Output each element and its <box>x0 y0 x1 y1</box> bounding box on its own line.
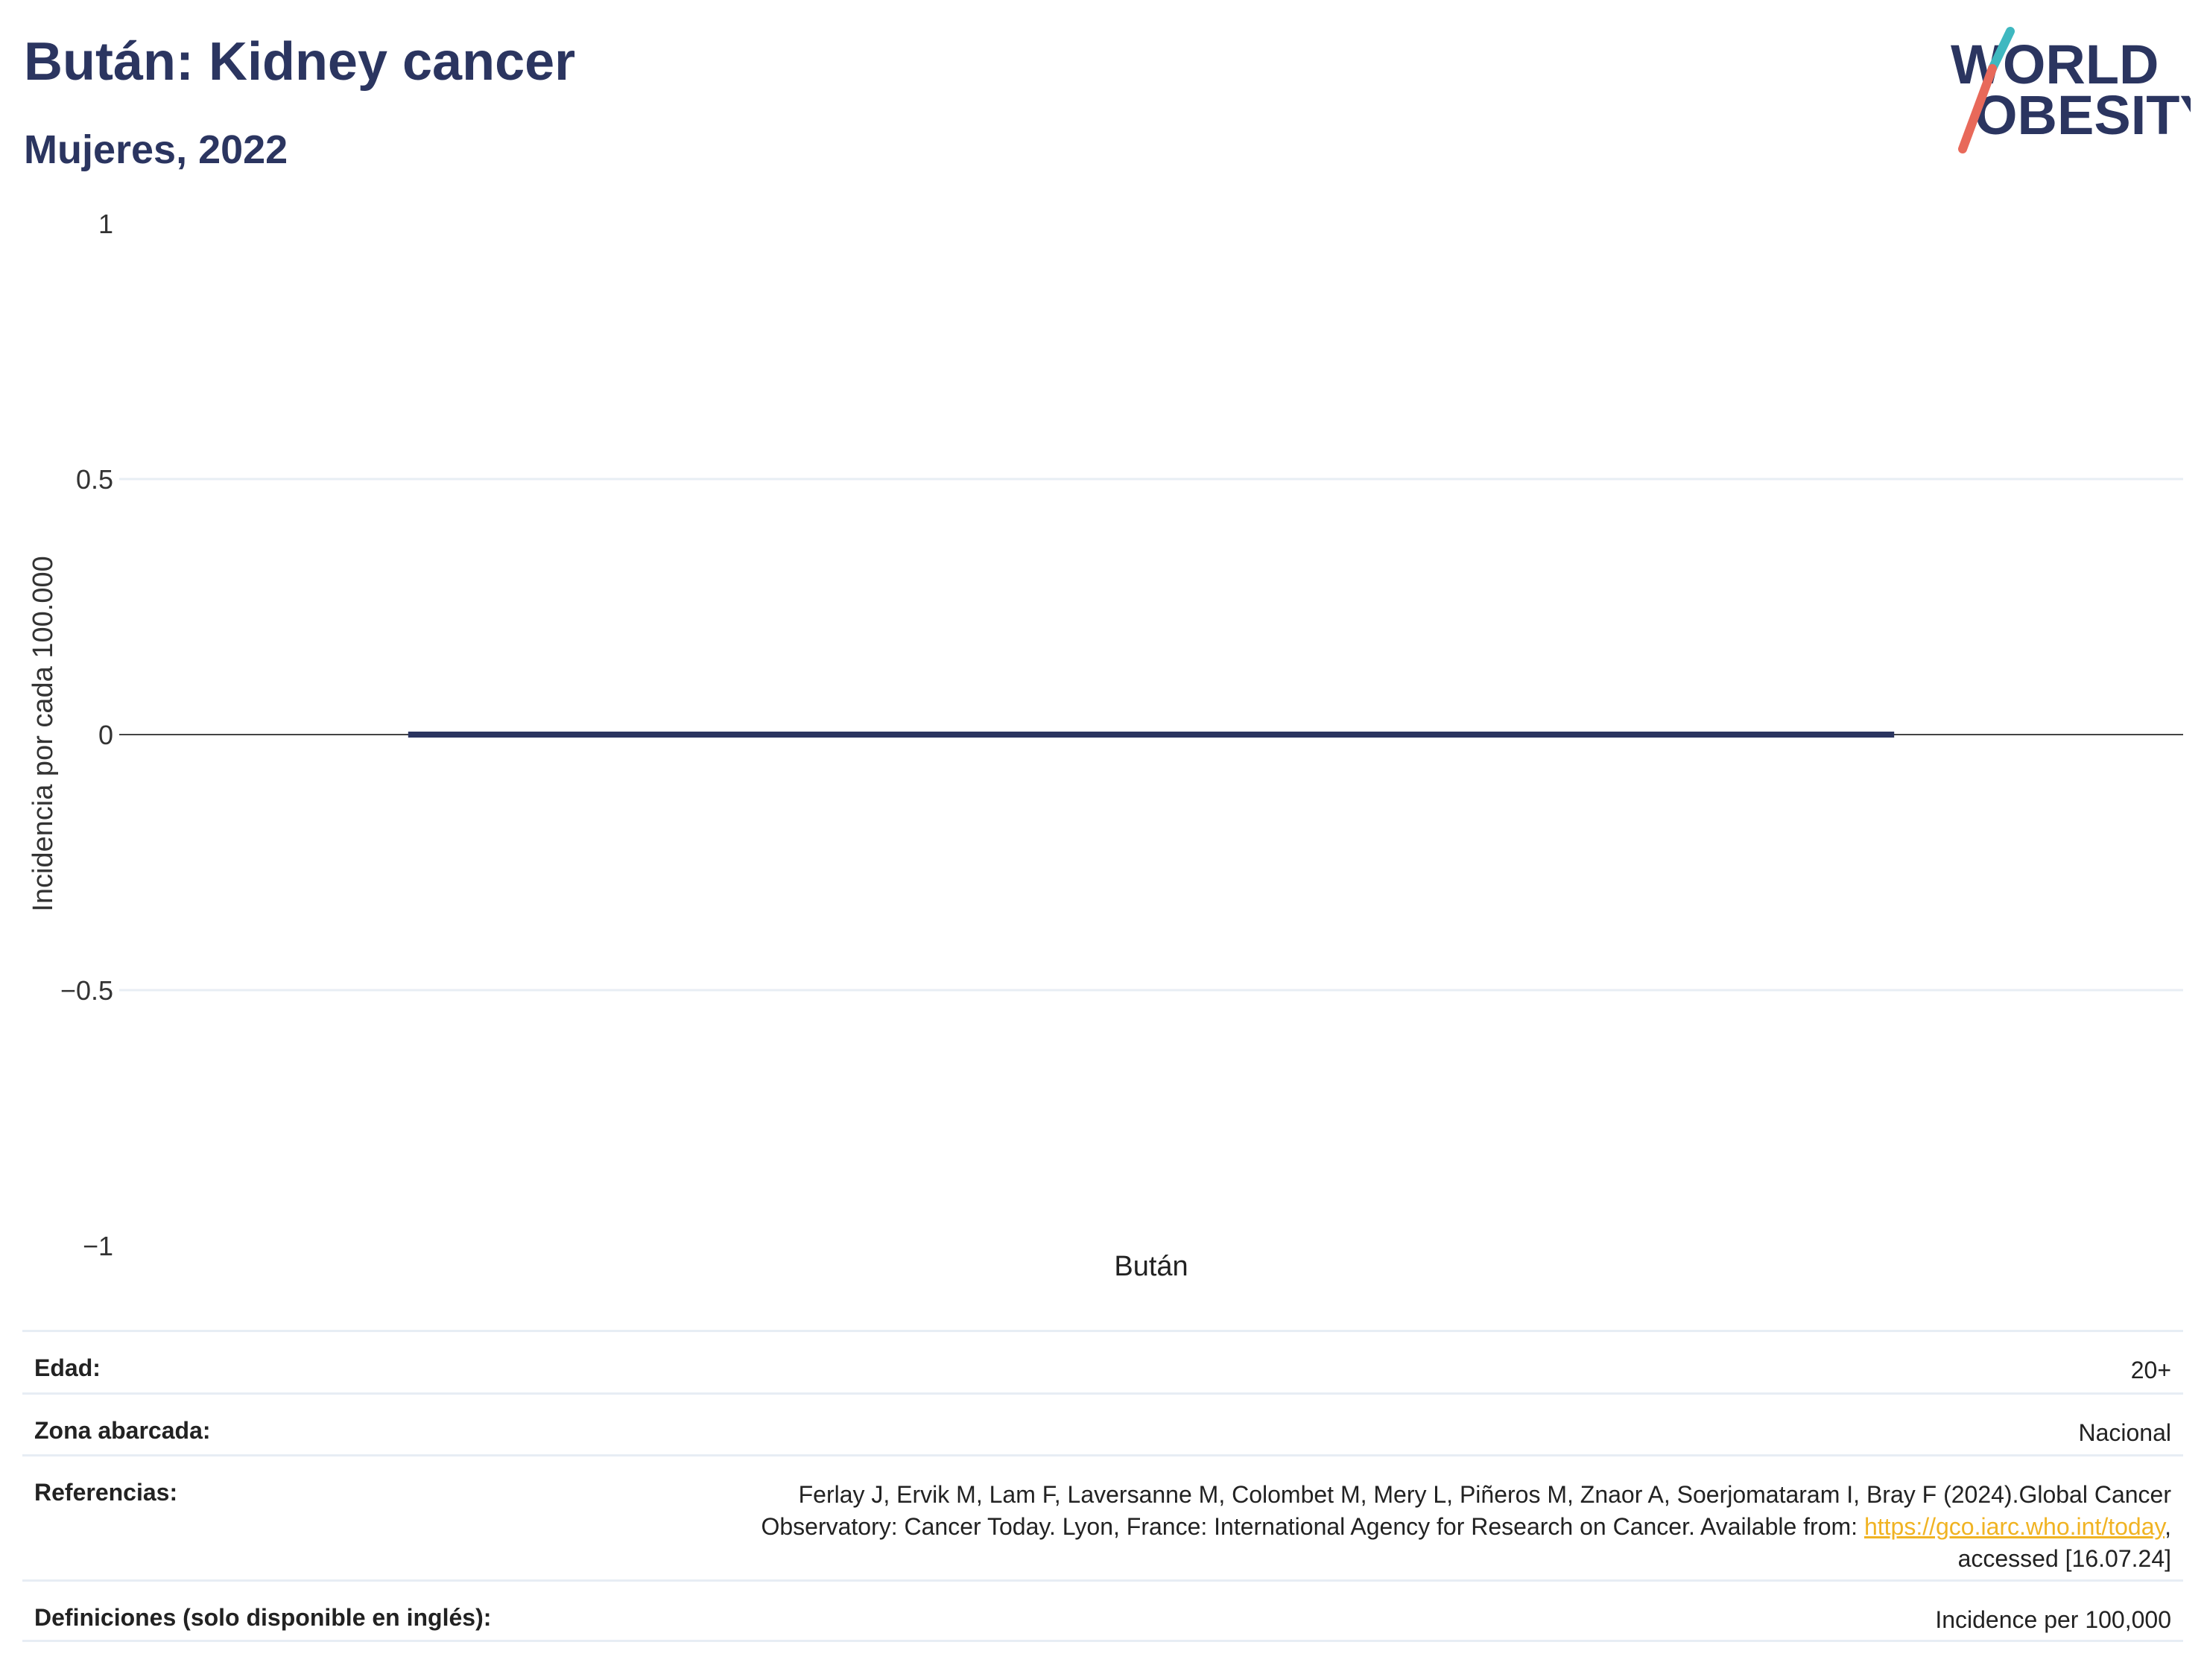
refs-line1: Ferlay J, Ervik M, Lam F, Laversanne M, … <box>798 1481 2171 1508</box>
y-tick-label: −1 <box>83 1231 113 1261</box>
bars <box>408 732 1895 738</box>
logo-line2: OBESITY <box>1975 84 2191 146</box>
y-axis-label: Incidencia por cada 100.000 <box>28 556 59 911</box>
meta-zone-label: Zona abarcada: <box>34 1417 211 1444</box>
y-tick-labels: 1 0.5 0 −0.5 −1 <box>60 209 113 1261</box>
meta-refs-value: Ferlay J, Ervik M, Lam F, Laversanne M, … <box>761 1479 2171 1575</box>
meta-refs-label: Referencias: <box>34 1479 178 1506</box>
metadata-table: Edad: 20+ Zona abarcada: Nacional Refere… <box>22 1330 2183 1642</box>
bar[interactable] <box>408 732 1895 738</box>
refs-line3: accessed [16.07.24] <box>1957 1545 2171 1572</box>
x-category-label: Bután <box>1114 1251 1188 1282</box>
meta-row-references: Referencias: Ferlay J, Ervik M, Lam F, L… <box>22 1454 2183 1579</box>
meta-age-value: 20+ <box>2130 1357 2171 1383</box>
y-tick-label: 1 <box>98 209 113 239</box>
refs-link[interactable]: https://gco.iarc.who.int/today <box>1863 1513 2165 1540</box>
meta-age-label: Edad: <box>34 1354 101 1381</box>
chart-title: Bután: Kidney cancer <box>24 32 576 92</box>
refs-line2: Observatory: Cancer Today. Lyon, France:… <box>761 1513 1864 1540</box>
world-obesity-logo: WORLD OBESITY <box>1951 27 2191 153</box>
meta-row-definitions: Definiciones (solo disponible en inglés)… <box>22 1579 2183 1642</box>
y-tick-label: −0.5 <box>60 975 113 1006</box>
bar-chart: 1 0.5 0 −0.5 −1 Bután Incidencia por cada 10… <box>28 209 2183 1282</box>
y-tick-label: 0.5 <box>76 464 113 495</box>
meta-defs-value: Incidence per 100,000 <box>1935 1606 2171 1633</box>
refs-line2-end: , <box>2165 1513 2171 1540</box>
meta-row-zone: Zona abarcada: Nacional <box>22 1392 2183 1454</box>
meta-defs-label: Definiciones (solo disponible en inglés)… <box>34 1604 492 1631</box>
x-category-labels: Bután <box>1114 1251 1188 1282</box>
y-tick-label: 0 <box>98 720 113 750</box>
meta-row-age: Edad: 20+ <box>22 1330 2183 1392</box>
meta-zone-value: Nacional <box>2078 1419 2171 1446</box>
chart-subtitle: Mujeres, 2022 <box>24 127 288 172</box>
